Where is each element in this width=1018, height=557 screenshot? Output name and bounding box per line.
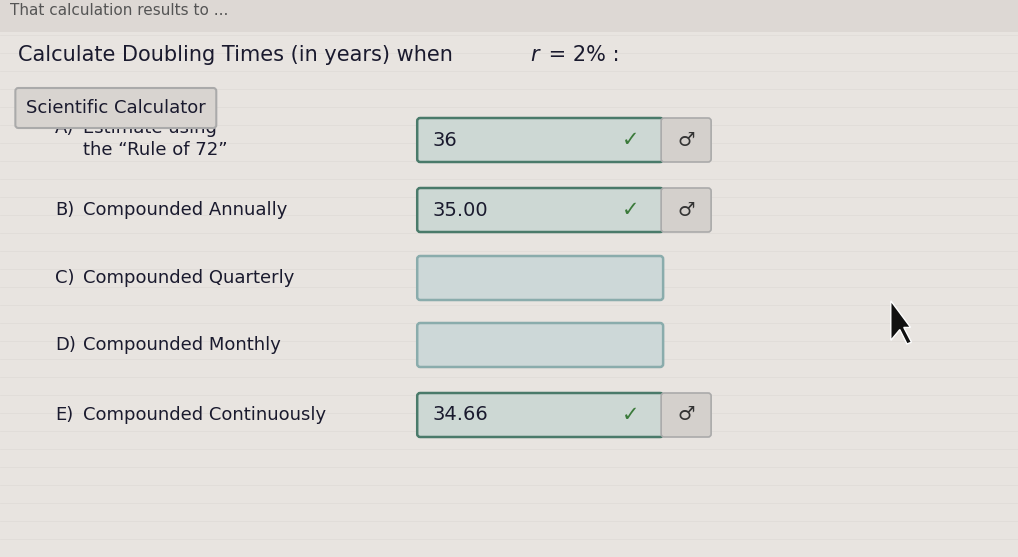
Text: Compounded Quarterly: Compounded Quarterly xyxy=(83,269,294,287)
FancyBboxPatch shape xyxy=(417,188,663,232)
FancyBboxPatch shape xyxy=(661,118,712,162)
Text: 35.00: 35.00 xyxy=(433,201,488,219)
Text: Calculate Doubling Times (in years) when: Calculate Doubling Times (in years) when xyxy=(18,45,460,65)
Text: D): D) xyxy=(55,336,76,354)
Text: Compounded Continuously: Compounded Continuously xyxy=(83,406,327,424)
FancyBboxPatch shape xyxy=(417,393,663,437)
Text: A): A) xyxy=(55,119,74,137)
Text: ✓: ✓ xyxy=(621,405,639,425)
Text: the “Rule of 72”: the “Rule of 72” xyxy=(83,141,228,159)
Text: C): C) xyxy=(55,269,75,287)
FancyBboxPatch shape xyxy=(417,118,663,162)
Text: ✓: ✓ xyxy=(621,130,639,150)
Text: E): E) xyxy=(55,406,73,424)
Text: B): B) xyxy=(55,201,74,219)
Text: 36: 36 xyxy=(433,130,457,149)
Text: Compounded Annually: Compounded Annually xyxy=(83,201,288,219)
Text: Compounded Monthly: Compounded Monthly xyxy=(83,336,281,354)
Text: Estimate using: Estimate using xyxy=(83,119,217,137)
FancyBboxPatch shape xyxy=(661,393,712,437)
Bar xyxy=(0,0,1018,32)
Polygon shape xyxy=(891,301,911,344)
Text: = 2% :: = 2% : xyxy=(543,45,620,65)
Text: 34.66: 34.66 xyxy=(433,405,488,424)
FancyBboxPatch shape xyxy=(15,88,216,128)
FancyBboxPatch shape xyxy=(417,323,663,367)
FancyBboxPatch shape xyxy=(417,256,663,300)
Text: That calculation results to ...: That calculation results to ... xyxy=(10,2,229,17)
Text: ♂: ♂ xyxy=(677,405,695,424)
Text: ✓: ✓ xyxy=(621,200,639,220)
Text: Scientific Calculator: Scientific Calculator xyxy=(25,99,206,117)
FancyBboxPatch shape xyxy=(661,188,712,232)
Text: ♂: ♂ xyxy=(677,201,695,219)
Text: r: r xyxy=(530,45,539,65)
Text: ♂: ♂ xyxy=(677,130,695,149)
